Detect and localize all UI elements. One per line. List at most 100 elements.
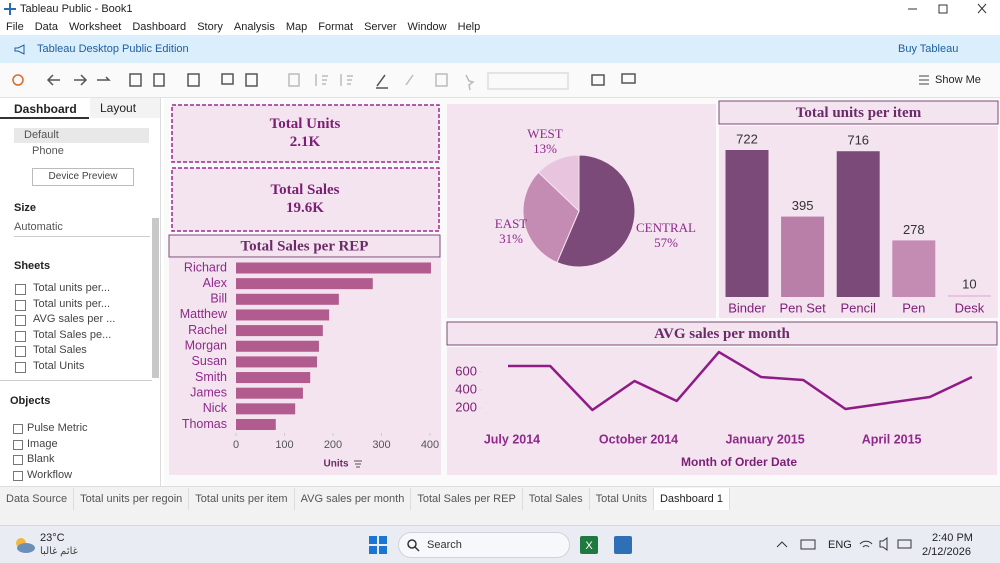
- sheet-tab[interactable]: AVG sales per month: [295, 487, 412, 510]
- sheet-icon: [15, 346, 26, 357]
- sheet-icon: [15, 299, 26, 311]
- sheet-item[interactable]: Total Units: [33, 359, 85, 372]
- sheet-tab[interactable]: Data Source: [0, 487, 75, 510]
- object-item[interactable]: Blank: [27, 453, 55, 465]
- slice-label: CENTRAL: [636, 220, 696, 235]
- menu-item[interactable]: File: [6, 20, 24, 33]
- dashboard: Total Units 2.1K Total Sales 19.6K Total Sal…: [168, 100, 999, 475]
- menu-item[interactable]: Dashboard: [132, 20, 187, 33]
- menu-item[interactable]: Data: [34, 20, 58, 33]
- menu-item[interactable]: Analysis: [233, 20, 275, 33]
- category-label: Pencil: [840, 300, 876, 315]
- sheet-tab[interactable]: Total Units: [590, 487, 654, 510]
- x-tick-label: October 2014: [599, 432, 678, 446]
- category-label: Morgan: [185, 339, 227, 353]
- bar: [236, 419, 276, 430]
- x-tick-label: 400: [421, 439, 439, 451]
- category-label: Richard: [184, 260, 227, 274]
- sheet-icon: [15, 315, 26, 326]
- menu-item[interactable]: Help: [457, 20, 481, 33]
- object-icon: [13, 455, 23, 465]
- language[interactable]: ENG: [828, 539, 852, 551]
- menu-bar: File Data Worksheet Dashboard Story Analysis M…: [0, 18, 1000, 35]
- bar: [236, 293, 339, 305]
- scrollbar: [152, 218, 159, 378]
- bar: [236, 356, 317, 368]
- size-value[interactable]: Automatic: [14, 221, 150, 237]
- sheet-tab[interactable]: Total units per regoin: [74, 487, 190, 510]
- y-tick-label: 200: [455, 399, 477, 414]
- sheet-item[interactable]: AVG sales per ...: [33, 313, 116, 325]
- window-title: Tableau Public - Book1: [20, 3, 133, 15]
- sheet-item[interactable]: Total Sales pe...: [33, 328, 112, 341]
- divider: [0, 380, 152, 381]
- menu-item[interactable]: Worksheet: [68, 20, 122, 33]
- category-label: Desk: [955, 300, 985, 315]
- menu-item[interactable]: Format: [318, 20, 354, 33]
- x-tick-label: 200: [324, 439, 342, 451]
- menu-item[interactable]: Story: [197, 20, 223, 33]
- taskbar: 23°C غائم غالبا Search X ENG 2:40 PM 2/1…: [0, 525, 1000, 563]
- device-default[interactable]: Default: [14, 128, 149, 143]
- x-tick-label: 300: [372, 439, 390, 451]
- sheet-item[interactable]: Total units per...: [33, 297, 111, 310]
- search-placeholder: Search: [427, 539, 462, 551]
- menu-item[interactable]: Server: [364, 20, 397, 33]
- bar: [236, 309, 330, 321]
- sheet-tab[interactable]: Total units per item: [189, 487, 295, 510]
- start-button[interactable]: [368, 535, 388, 555]
- object-item[interactable]: Image: [27, 437, 58, 450]
- edition-text: Tableau Desktop Public Edition: [37, 43, 189, 55]
- buy-link[interactable]: Buy Tableau: [898, 43, 959, 55]
- objects-heading: Objects: [10, 395, 51, 407]
- sort-icon: [354, 460, 362, 468]
- x-tick-label: 100: [275, 439, 293, 451]
- bar: [236, 278, 373, 290]
- category-label: Nick: [203, 401, 228, 415]
- category-label: Bill: [210, 292, 227, 306]
- sheet-item[interactable]: Total Sales: [33, 344, 87, 356]
- object-item[interactable]: Pulse Metric: [27, 422, 88, 434]
- toolbar: Show Me: [0, 63, 1000, 98]
- category-label: Binder: [728, 300, 766, 315]
- tab-underline: [0, 117, 89, 119]
- search-box[interactable]: Search: [398, 532, 570, 558]
- clock-date: 2/12/2026: [922, 546, 971, 558]
- sheets-heading: Sheets: [14, 260, 51, 272]
- sheet-item[interactable]: Total units per...: [33, 282, 111, 294]
- device-preview-button[interactable]: Device Preview: [32, 168, 134, 186]
- search-icon: [407, 539, 420, 552]
- tray-icons[interactable]: [775, 537, 825, 553]
- toolbar-icons[interactable]: [0, 63, 900, 98]
- menu-item[interactable]: Map: [285, 20, 308, 33]
- x-tick-label: July 2014: [484, 432, 540, 446]
- x-tick-label: January 2015: [725, 432, 804, 446]
- menu-item[interactable]: Window: [407, 20, 447, 33]
- slice-value: 57%: [654, 235, 678, 250]
- device-phone[interactable]: Phone: [32, 145, 64, 157]
- sheet-tab[interactable]: Total Sales: [523, 487, 590, 510]
- kpi-value: 19.6K: [286, 200, 324, 216]
- category-label: Rachel: [188, 323, 227, 337]
- show-me-button[interactable]: Show Me: [935, 74, 981, 86]
- bar: [236, 262, 431, 274]
- sheet-title: AVG sales per month: [654, 326, 790, 342]
- weather-text: غائم غالبا: [40, 546, 78, 557]
- pinned-apps[interactable]: X: [578, 534, 638, 556]
- category-label: Matthew: [180, 307, 228, 321]
- sheet-icon: [15, 284, 26, 295]
- panel-tab[interactable]: Dashboard: [14, 102, 77, 116]
- sheet-icon: [15, 330, 26, 342]
- sheet-tab[interactable]: Dashboard 1: [653, 487, 730, 510]
- value-label: 716: [847, 133, 869, 148]
- title-box: [446, 321, 998, 346]
- panel: [447, 347, 997, 475]
- y-tick-label: 400: [455, 381, 477, 396]
- system-icons[interactable]: [858, 536, 918, 552]
- panel-tab[interactable]: Layout: [90, 98, 160, 118]
- window-controls[interactable]: [900, 0, 1000, 18]
- sheet-tab[interactable]: Total Sales per REP: [411, 487, 523, 510]
- object-icon: [13, 424, 23, 434]
- object-item[interactable]: Workflow: [27, 468, 73, 481]
